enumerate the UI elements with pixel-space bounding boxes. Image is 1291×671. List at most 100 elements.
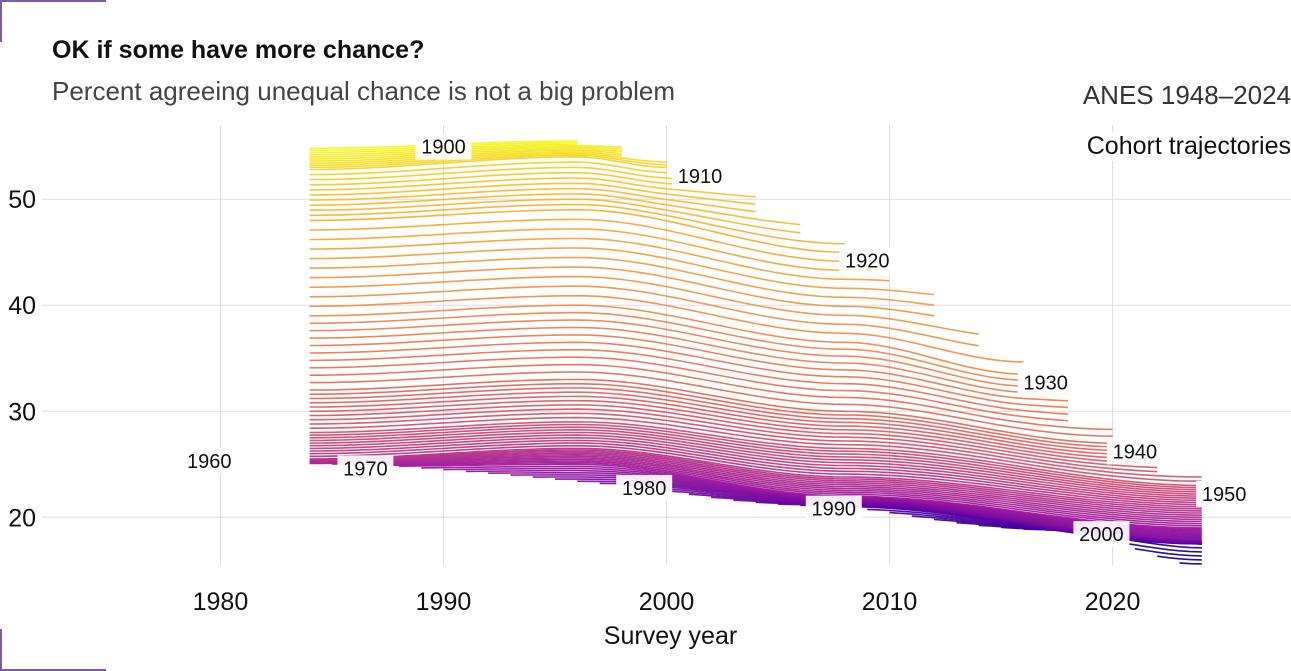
cohort-line [1157,555,1202,561]
cohort-line [309,311,1024,381]
cohort-label-bg [616,474,673,501]
chart-subtitle: Percent agreeing unequal chance is not a… [52,76,675,106]
chart-title: OK if some have more chance? [52,36,425,64]
cohort-label: 1950 [1196,480,1253,507]
cohort-label-text: 1970 [343,458,388,480]
cohort-line [354,460,1202,525]
cohort-line [309,399,1158,465]
x-tick-label: 1980 [193,588,249,616]
cohort-line [309,294,1024,363]
chart-note: Cohort trajectories [1082,132,1291,161]
cohort-line [309,426,1202,491]
x-axis-ticks: 1980 1990 2000 2010 2020 [193,588,1141,616]
data-source: ANES 1948–2024 [1082,80,1291,110]
cohort-label-text: 1920 [845,251,890,273]
cohort-line [309,423,1202,489]
x-tick-label: 1990 [416,588,472,616]
y-tick-label: 40 [8,292,36,320]
cohort-label-text: 2000 [1079,524,1124,546]
x-tick-label: 2000 [639,588,695,616]
cohort-label: 1980 [616,474,673,501]
cohort-label: 1900 [415,133,472,160]
cohort-line [309,237,890,282]
cohort-label-bg [415,133,472,160]
cohort-label-text: 1990 [812,499,857,521]
cohort-line [309,182,756,206]
cohort-line [309,444,1202,506]
cohort-line [309,428,1202,493]
cohort-line [1134,548,1202,557]
cohort-label: 1930 [1017,369,1074,396]
cohort-line [309,421,1202,487]
cohort-line [309,275,979,335]
cohort-label-bg [181,447,238,474]
cohort-line [309,404,1158,469]
cohort-line [309,395,1158,461]
cohort-line [309,208,845,253]
cohort-label-bg [337,455,394,482]
y-tick-label: 50 [8,186,36,214]
cohort-label-text: 1930 [1023,373,1068,395]
cohort-line [309,442,1202,504]
cohort-line [398,463,1202,529]
cohort-label-bg [805,495,862,522]
cohort-line [309,408,1158,473]
cohort-line [376,461,1202,527]
cohort-line [309,152,667,167]
cohort-line [309,266,935,317]
cohort-line [309,457,1202,521]
cohort-line [309,155,667,171]
cohort-line [309,363,1113,431]
cohort-line [309,387,1113,452]
cohort-line [309,382,1113,448]
y-tick-label: 20 [8,504,36,532]
cohort-line [309,319,1024,388]
cohort-label-text: 1940 [1113,441,1158,463]
cohort-line [309,450,1202,512]
cohort-line [309,439,1202,502]
cohort-line [331,458,1202,523]
cohort-line [309,431,1202,495]
cohort-label: 1920 [839,247,896,274]
cohort-line [309,171,712,188]
cohort-line [309,177,756,198]
cohort-label: 1970 [337,455,394,482]
cohort-label-text: 1950 [1202,484,1247,506]
cohort-line [309,198,801,234]
cohort-line [309,228,890,272]
cohort-label-bg [1106,438,1163,465]
cohort-line [309,285,979,347]
x-axis-title: Survey year [603,622,738,650]
cohort-line [309,247,935,296]
cohort-line [309,193,801,226]
y-axis-ticks: 20 30 40 50 [8,186,36,532]
cohort-line [309,455,1202,519]
cohort-label: 1990 [805,495,862,522]
cohort-line [309,166,712,181]
cohort-labels: 1900 1910 1920 1930 1940 1950 1960 1970 1980 1990… [181,133,1253,548]
cohort-label-bg [1073,521,1130,548]
cohort-label-bg [1196,480,1253,507]
cohort-label-text: 1900 [421,137,466,159]
cohort-label-text: 1980 [622,478,667,500]
cohort-line [309,434,1202,497]
cohort-label-text: 1910 [678,166,723,188]
cohort-line [309,218,845,262]
cohort-label: 2000 [1073,521,1130,548]
cohort-line [1179,562,1202,565]
cohort-label: 1940 [1106,438,1163,465]
cohort-line [309,334,1069,402]
cohort-line [309,452,1202,514]
cohort-label-bg [1017,369,1074,396]
cohort-line [309,256,935,306]
frame-corner-top-left [0,0,106,42]
cohort-label-bg [671,162,728,189]
cohort-line [309,378,1113,444]
cohort-line [309,437,1202,499]
cohort-line [309,356,1069,422]
cohort-line [309,187,756,213]
cohort-line [309,371,1113,437]
frame-corner-bottom-left [0,629,106,671]
y-tick-label: 30 [8,398,36,426]
